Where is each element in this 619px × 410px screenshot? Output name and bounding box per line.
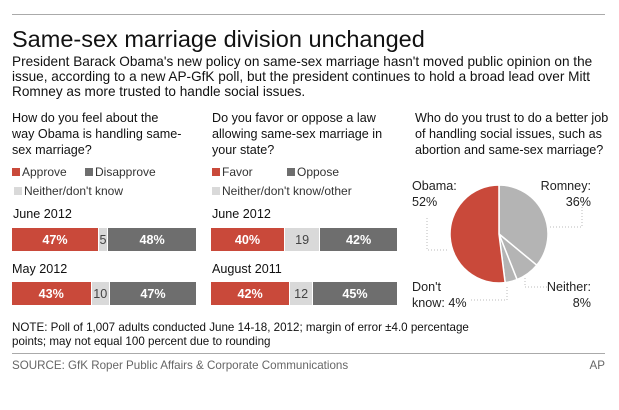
note: NOTE: Poll of 1,007 adults conducted Jun… bbox=[12, 321, 469, 348]
legend-oppose: Oppose bbox=[287, 165, 339, 179]
bar-segment-neither-don-t-know: 5 bbox=[98, 228, 109, 251]
top-rule bbox=[12, 14, 605, 15]
bar-segment-approve: 43% bbox=[12, 282, 92, 305]
pie-chart bbox=[426, 184, 583, 301]
pie-label-dont-know: Don't know: 4% bbox=[412, 280, 467, 310]
credit: AP bbox=[589, 359, 605, 372]
stacked-bar: 47% 5 48% bbox=[12, 228, 197, 251]
pie-label-romney: Romney: 36% bbox=[540, 179, 591, 209]
row-label: June 2012 bbox=[212, 207, 271, 221]
question-3: Who do you trust to do a better job of h… bbox=[415, 111, 609, 157]
row-label: August 2011 bbox=[212, 262, 282, 276]
legend-approve: Approve bbox=[12, 165, 67, 179]
stacked-bar: 42% 12 45% bbox=[211, 282, 398, 305]
chart-title: Same-sex marriage division unchanged bbox=[12, 26, 425, 52]
intro-text: President Barack Obama's new policy on s… bbox=[12, 54, 593, 99]
row-label: May 2012 bbox=[12, 262, 68, 276]
question-1: How do you feel about the way Obama is h… bbox=[12, 111, 182, 157]
bar-segment-favor: 42% bbox=[211, 282, 291, 305]
bar-segment-oppose: 42% bbox=[320, 228, 398, 251]
bar-segment-neither-don-t-know-other: 12 bbox=[290, 282, 313, 305]
pie-label-neither: Neither: 8% bbox=[546, 280, 591, 310]
bar-segment-disapprove: 47% bbox=[110, 282, 197, 305]
bar-segment-favor: 40% bbox=[211, 228, 286, 251]
bottom-rule bbox=[12, 353, 605, 354]
bar-segment-oppose: 45% bbox=[312, 282, 398, 305]
question-2: Do you favor or oppose a law allowing sa… bbox=[212, 111, 383, 157]
stacked-bar: 43% 10 47% bbox=[12, 282, 197, 305]
source: SOURCE: GfK Roper Public Affairs & Corpo… bbox=[12, 359, 349, 372]
row-label: June 2012 bbox=[13, 207, 72, 221]
bar-segment-neither-don-t-know: 10 bbox=[91, 282, 111, 305]
legend-disapprove: Disapprove bbox=[85, 165, 156, 179]
legend-neither-other: Neither/don't know/other bbox=[212, 184, 352, 198]
bar-segment-disapprove: 48% bbox=[108, 228, 197, 251]
pie-slice-romney bbox=[498, 184, 549, 267]
legend-favor: Favor bbox=[212, 165, 253, 179]
bar-segment-neither-don-t-know-other: 19 bbox=[285, 228, 321, 251]
pie-label-obama: Obama: 52% bbox=[412, 179, 457, 209]
stacked-bar: 40% 19 42% bbox=[211, 228, 398, 251]
legend-neither: Neither/don't know bbox=[14, 184, 123, 198]
pie-slice-obama bbox=[449, 184, 506, 284]
bar-segment-approve: 47% bbox=[12, 228, 99, 251]
